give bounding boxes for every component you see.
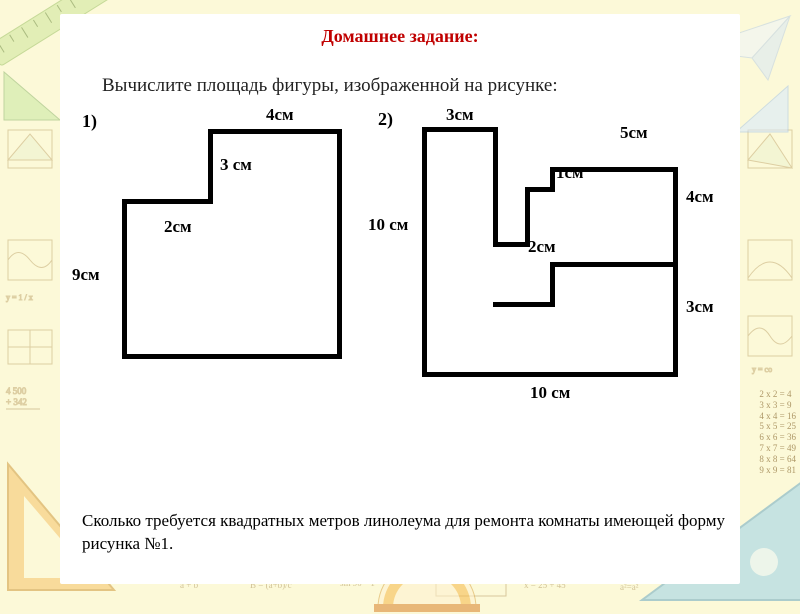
- fig2-label-10cm-bottom: 10 см: [530, 383, 570, 403]
- figure2-number: 2): [378, 109, 393, 130]
- svg-text:y = co: y = co: [752, 365, 772, 374]
- fig2-label-topleft: 3см: [446, 105, 474, 125]
- page-title: Домашнее задание:: [60, 26, 740, 47]
- fig1-label-top: 4см: [266, 105, 294, 125]
- figures-area: 1) 4см 3 см 2см 9см 2) 3см 5см 1см 4см 2…: [60, 105, 740, 425]
- worksheet-card: Домашнее задание: Вычислите площадь фигу…: [60, 14, 740, 584]
- svg-text:4 500: 4 500: [6, 386, 27, 396]
- figure1-shape: [122, 129, 342, 359]
- fig1-label-left: 9см: [72, 265, 100, 285]
- fig2-label-10cm-left: 10 см: [368, 215, 408, 235]
- multiplication-table: 2 x 2 = 4 3 x 3 = 9 4 x 4 = 16 5 x 5 = 2…: [759, 389, 796, 475]
- svg-text:y = 1 / x: y = 1 / x: [6, 293, 33, 302]
- figure1-number: 1): [82, 111, 97, 132]
- footer-question: Сколько требуется квадратных метров лино…: [82, 510, 740, 556]
- task-prompt: Вычислите площадь фигуры, изображенной н…: [102, 75, 740, 97]
- figure2-shape: [422, 127, 692, 377]
- svg-text:+ 342: + 342: [6, 397, 27, 407]
